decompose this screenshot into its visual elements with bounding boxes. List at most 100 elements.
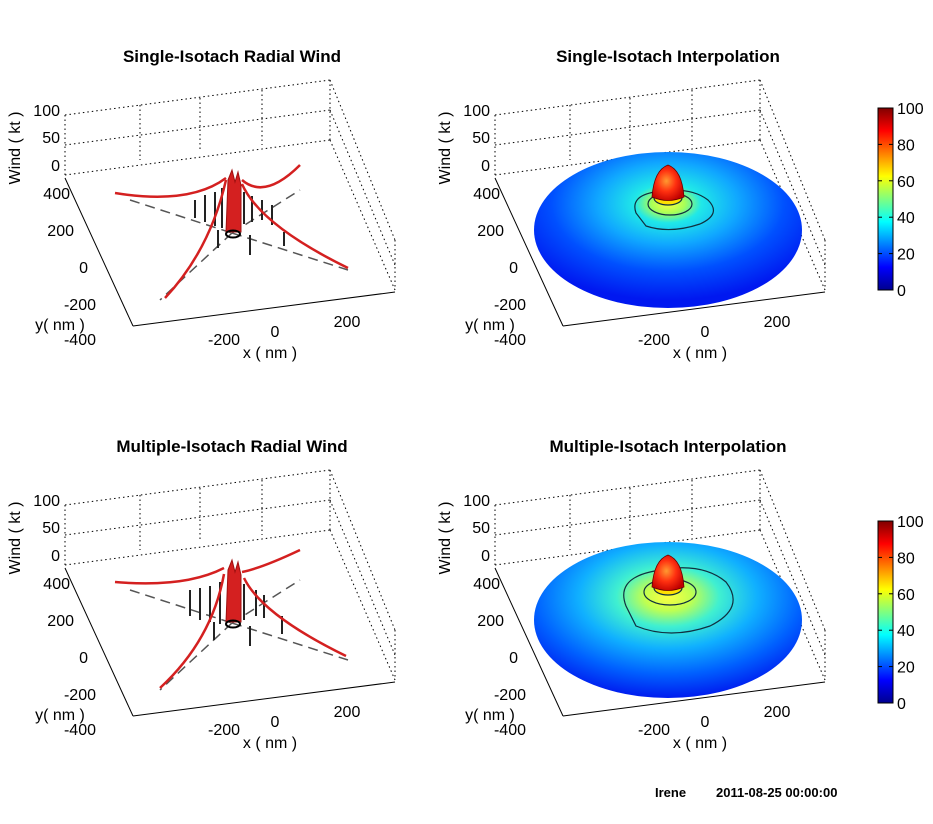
wind-profile-curve [241,164,301,189]
contour-34 [623,567,734,634]
box-line [759,469,826,631]
z-tick-label: 50 [42,130,60,147]
ground-ray [231,579,301,624]
y-tick-label: 200 [477,223,504,240]
colorbar-tick-label: 0 [897,696,906,713]
y-tick-label: -200 [494,687,526,704]
z-tick-label: 0 [51,158,60,175]
box-line [329,469,396,631]
z-tick-label: 100 [463,103,490,120]
colorbar-tick-label: 20 [897,247,915,264]
box-line [759,109,826,266]
y-axis-line [494,567,564,717]
panel-1: Single-Isotach Radial Wind 0 50 100 Wind ( k… [7,47,396,362]
colorbar-tick-label: 60 [897,174,915,191]
x-tick-label: 0 [701,324,710,341]
colorbar-tick-label: 80 [897,550,915,567]
eye-ring [225,229,241,239]
box-line [329,499,396,656]
y-axis-line [64,177,134,327]
ground-ray [129,589,233,624]
box-line [494,499,761,536]
z-axis-label: Wind ( kt ) [7,112,24,185]
y-tick-label: -400 [64,722,96,739]
ground-ray [231,189,301,234]
box-line [329,139,396,291]
y-tick-label: 200 [47,223,74,240]
colorbar-tick-label: 80 [897,137,915,154]
wind-peak [651,554,685,591]
panel-3: Multiple-Isotach Radial Wind 0 50 100 Wind (… [7,437,396,752]
box-line [64,469,331,506]
x-tick-label: 0 [271,324,280,341]
x-axis-label: x ( nm ) [243,735,297,752]
x-tick-label: 0 [701,714,710,731]
panel-title: Multiple-Isotach Radial Wind [116,437,347,456]
y-tick-label: 0 [509,260,518,277]
colorbar-tick-label: 100 [897,514,924,531]
box-line [329,79,396,241]
y-axis-label: y( nm ) [35,707,85,724]
eyewall-peak [225,558,242,623]
colorbar-gradient [877,107,894,291]
z-tick-label: 0 [481,158,490,175]
y-tick-label: 200 [477,613,504,630]
z-tick-label: 100 [463,493,490,510]
colorbar-tick-label: 100 [897,101,924,118]
eyewall-peak [225,168,242,233]
panel-4: Multiple-Isotach Interpolation 0 50 100 Wind… [437,437,826,752]
y-tick-label: 400 [473,576,500,593]
z-tick-label: 0 [51,548,60,565]
y-tick-label: 200 [47,613,74,630]
ground-ray [231,622,349,661]
y-axis-label: y( nm ) [465,317,515,334]
box-line [329,109,396,266]
x-tick-label: -200 [638,332,670,349]
y-axis-line [494,177,564,327]
colorbar-tick-label: 40 [897,623,915,640]
box-line [64,139,331,176]
z-tick-label: 0 [481,548,490,565]
box-line [494,469,761,506]
y-tick-label: 400 [473,186,500,203]
y-tick-label: 0 [79,260,88,277]
panel-title: Single-Isotach Radial Wind [123,47,341,66]
z-axis-label: Wind ( kt ) [437,112,454,185]
panel-2: Single-Isotach Interpolation 0 50 100 Wind (… [437,47,826,362]
colorbar-1: 0 20 40 60 80 100 [877,101,924,300]
z-tick-label: 50 [472,130,490,147]
x-axis-line [562,681,826,717]
x-axis-line [132,291,396,327]
wind-profile-curve [114,176,227,198]
x-tick-label: 200 [764,704,791,721]
colorbar-tick-label: 0 [897,283,906,300]
x-tick-label: 200 [334,314,361,331]
box-line [759,79,826,241]
z-tick-label: 50 [472,520,490,537]
wind-surface [534,542,802,698]
y-tick-label: 0 [509,650,518,667]
z-tick-label: 100 [33,103,60,120]
y-tick-label: -400 [64,332,96,349]
y-axis-label: y( nm ) [35,317,85,334]
ground-ray [231,232,349,271]
x-tick-label: -200 [208,332,240,349]
y-tick-label: -200 [494,297,526,314]
wind-profile-curve [114,566,225,585]
y-tick-label: -200 [64,297,96,314]
y-tick-label: 400 [43,186,70,203]
panel-title: Single-Isotach Interpolation [556,47,780,66]
ground-ray [159,622,233,691]
x-tick-label: -200 [208,722,240,739]
eye-ring [225,619,241,629]
y-axis-label: y( nm ) [465,707,515,724]
colorbar-2: 0 20 40 60 80 100 [877,514,924,713]
x-axis-label: x ( nm ) [243,345,297,362]
box-line [64,79,331,116]
box-line [494,79,761,116]
panel-title: Multiple-Isotach Interpolation [549,437,786,456]
wind-profile-curve [242,577,347,658]
x-tick-label: 200 [764,314,791,331]
wind-peak [651,164,685,201]
